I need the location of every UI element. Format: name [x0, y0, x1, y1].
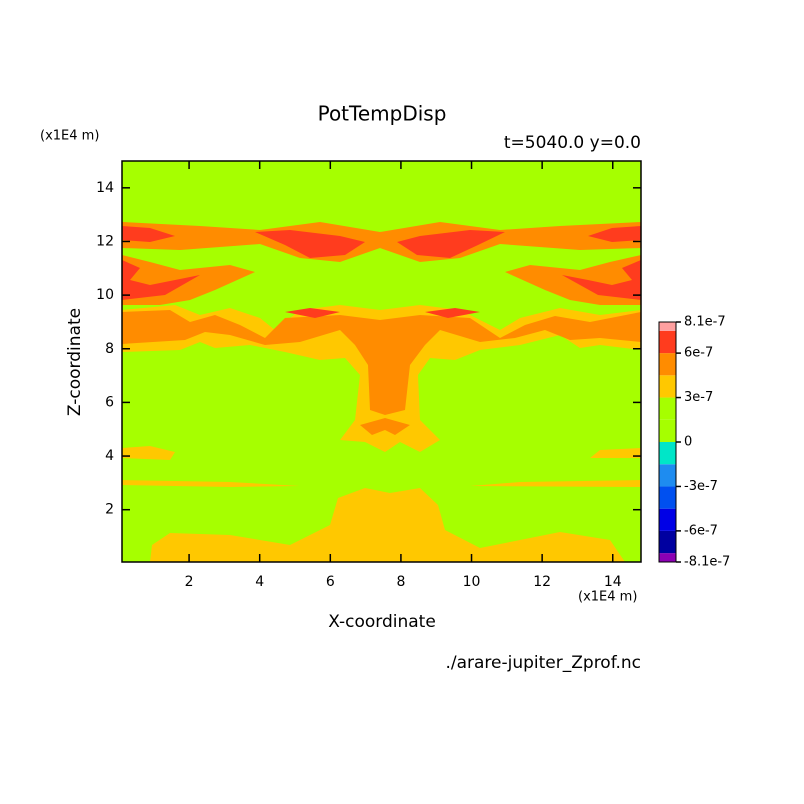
contour-region [122, 446, 175, 460]
contour-region [255, 230, 505, 258]
colorbar-tick-label: 8.1e-7 [684, 315, 726, 330]
y-tick-label: 6 [105, 394, 114, 410]
x-tick-label: 6 [326, 574, 335, 590]
contour-region [122, 310, 641, 415]
colorbar-tick-label: 3e-7 [684, 390, 713, 405]
colorbar-segment [659, 322, 676, 331]
colorbar-tick-label: -6e-7 [684, 523, 718, 538]
colorbar-tick-label: -8.1e-7 [684, 555, 730, 570]
y-tick-label: 8 [105, 341, 114, 357]
colorbar-segment [659, 530, 676, 554]
file-name: ./arare-jupiter_Zprof.nc [445, 653, 641, 673]
plot-frame [121, 160, 642, 563]
colorbar-segment [659, 375, 676, 398]
y-unit: (x1E4 m) [40, 129, 99, 144]
chart-title: PotTempDisp [318, 102, 447, 126]
colorbar-segment [659, 464, 676, 487]
colorbar-segment [659, 486, 676, 509]
contour-region [150, 488, 625, 562]
colorbar-tick-label: -3e-7 [684, 479, 718, 494]
chart-subtitle: t=5040.0 y=0.0 [504, 133, 641, 153]
y-axis-label: Z-coordinate [65, 308, 85, 416]
colorbar-segment [659, 553, 676, 562]
contour-region [122, 222, 641, 262]
y-tick-label: 4 [105, 448, 114, 464]
x-tick-label: 4 [255, 574, 264, 590]
contour-region [285, 308, 480, 318]
contour-region [360, 418, 410, 435]
colorbar-segment [659, 508, 676, 531]
y-tick-label: 12 [96, 233, 114, 249]
colorbar-tick-label: 6e-7 [684, 346, 713, 361]
colorbar-tick-label: 0 [684, 435, 692, 450]
colorbar-segment [659, 330, 676, 354]
contour-region [122, 480, 300, 487]
colorbar-segment [659, 419, 676, 442]
x-tick-label: 14 [604, 574, 622, 590]
x-tick-label: 2 [185, 574, 194, 590]
y-tick-label: 10 [96, 287, 114, 303]
colorbar-segment [659, 397, 676, 420]
x-tick-label: 8 [396, 574, 405, 590]
x-axis-label: X-coordinate [328, 612, 436, 632]
contour-field [122, 161, 641, 562]
x-unit: (x1E4 m) [578, 590, 637, 605]
x-tick-label: 12 [533, 574, 551, 590]
colorbar-segment [659, 353, 676, 376]
y-tick-label: 14 [96, 180, 114, 196]
colorbar-segment [659, 442, 676, 465]
contour-region [470, 448, 641, 487]
x-tick-label: 10 [463, 574, 481, 590]
y-tick-label: 2 [105, 502, 114, 518]
